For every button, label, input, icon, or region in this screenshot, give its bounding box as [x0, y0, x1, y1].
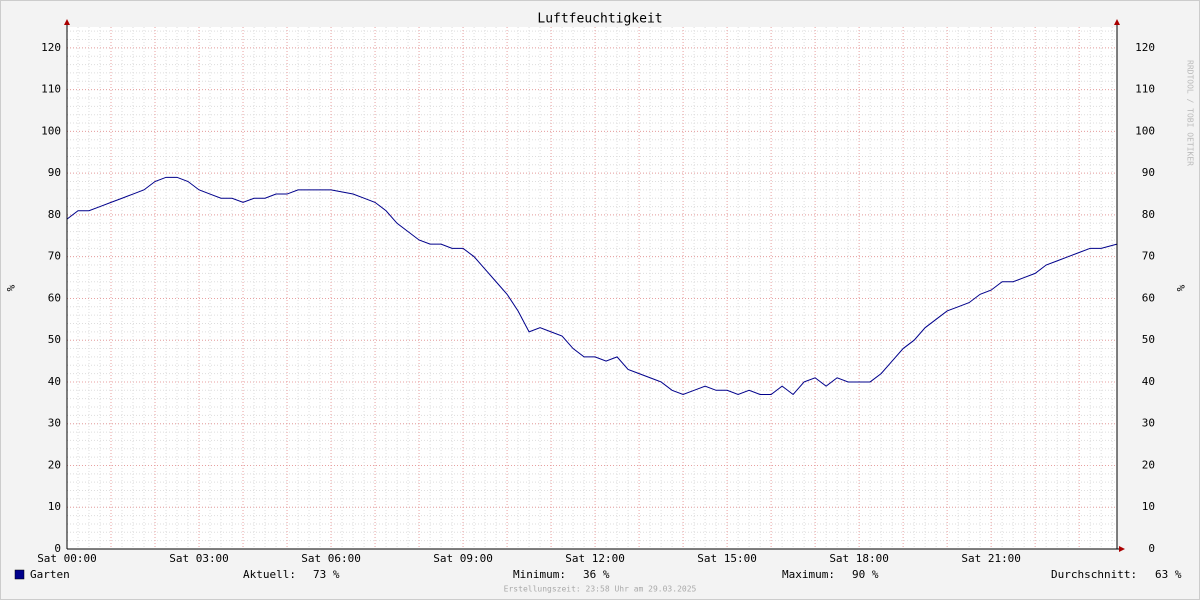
footer: Erstellungszeit: 23:58 Uhr am 29.03.2025	[504, 585, 697, 594]
stat-label: Durchschnitt:	[1051, 568, 1137, 581]
y-tick-label: 50	[48, 333, 61, 346]
y2-tick-label: 20	[1142, 458, 1155, 471]
x-tick-label: Sat 21:00	[961, 552, 1021, 565]
y2-tick-label: 80	[1142, 208, 1155, 221]
chart-title: Luftfeuchtigkeit	[537, 12, 662, 27]
x-tick-label: Sat 00:00	[37, 552, 97, 565]
axis-arrow	[1114, 19, 1120, 25]
legend-label: Garten	[30, 568, 70, 581]
y2-tick-label: 70	[1142, 250, 1155, 263]
stat-value: 36 %	[583, 568, 610, 581]
y2-tick-label: 100	[1135, 124, 1155, 137]
y-tick-label: 60	[48, 291, 61, 304]
y2-tick-label: 90	[1142, 166, 1155, 179]
y-tick-label: 40	[48, 375, 61, 388]
x-tick-label: Sat 15:00	[697, 552, 757, 565]
y-tick-label: 20	[48, 458, 61, 471]
stat-value: 63 %	[1155, 568, 1182, 581]
x-tick-label: Sat 12:00	[565, 552, 625, 565]
y-tick-label: 80	[48, 208, 61, 221]
x-tick-label: Sat 09:00	[433, 552, 493, 565]
y-tick-label: 30	[48, 417, 61, 430]
plot-area	[67, 27, 1117, 549]
y2-tick-label: 30	[1142, 417, 1155, 430]
y2-tick-label: 10	[1142, 500, 1155, 513]
series-line	[66, 176, 1118, 396]
stat-label: Aktuell:	[243, 568, 296, 581]
y-tick-label: 70	[48, 250, 61, 263]
y2-tick-label: 120	[1135, 41, 1155, 54]
y-tick-label: 10	[48, 500, 61, 513]
y2-tick-label: 0	[1148, 542, 1155, 555]
y2-tick-label: 50	[1142, 333, 1155, 346]
x-tick-label: Sat 06:00	[301, 552, 361, 565]
y2-tick-label: 60	[1142, 291, 1155, 304]
y-tick-label: 100	[41, 124, 61, 137]
axis-arrow	[64, 19, 70, 25]
axis-arrow	[1119, 546, 1125, 552]
x-tick-label: Sat 03:00	[169, 552, 229, 565]
stat-value: 90 %	[852, 568, 879, 581]
y-tick-label: 90	[48, 166, 61, 179]
y2-tick-label: 110	[1135, 83, 1155, 96]
stat-label: Minimum:	[513, 568, 566, 581]
x-tick-label: Sat 18:00	[829, 552, 889, 565]
y-axis-label: %	[1174, 285, 1187, 292]
stat-value: 73 %	[313, 568, 340, 581]
stat-label: Maximum:	[782, 568, 835, 581]
y-tick-label: 120	[41, 41, 61, 54]
y-tick-label: 110	[41, 83, 61, 96]
legend-swatch	[14, 569, 25, 580]
y-tick-label: 0	[54, 542, 61, 555]
watermark: RRDTOOL / TOBI OETIKER	[1186, 60, 1195, 166]
y2-tick-label: 40	[1142, 375, 1155, 388]
y-axis-label: %	[4, 285, 17, 292]
